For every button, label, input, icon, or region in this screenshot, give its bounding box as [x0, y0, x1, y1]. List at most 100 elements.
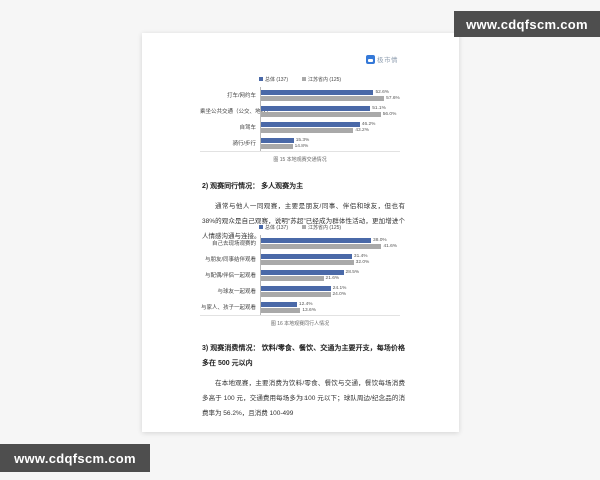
legend-swatch-icon: [258, 225, 263, 229]
chart-plot-area: 打车/网约车 52.6% 57.6% 乘坐公共交通（公交、地铁） 51.1% 56.0% 自…: [200, 87, 400, 152]
bar: [261, 285, 331, 291]
category-label: 与球友一起观看: [217, 289, 256, 295]
bar-value: 24.1%: [332, 285, 347, 291]
bar-group: 24.1% 24.0%: [260, 283, 400, 299]
legend-item: 总体 (137): [258, 223, 288, 231]
legend-swatch-icon: [258, 77, 263, 81]
chart-viewing-companions: 总体 (137) 江苏省内 (125) 自己去现场观赛的 38.0% 41.6% 与朋友/…: [200, 223, 400, 327]
bar-line: 24.0%: [261, 291, 400, 297]
bar: [261, 253, 352, 259]
category-label: 自己去现场观赛的: [211, 241, 256, 247]
bar-line: 32.0%: [261, 259, 400, 265]
bar-line: 46.2%: [261, 121, 400, 127]
legend-label: 江苏省内 (125): [308, 224, 342, 231]
bar-group: 12.4% 13.6%: [260, 299, 400, 315]
bar-line: 52.6%: [261, 89, 400, 95]
bar-line: 21.6%: [261, 275, 400, 281]
bar-value: 43.2%: [355, 127, 369, 133]
category-label: 自驾车: [239, 125, 256, 131]
bar: [261, 121, 360, 127]
watermark-top: www.cdqfscm.com: [454, 11, 600, 37]
bar-group: 51.1% 56.0%: [260, 103, 400, 119]
section-paragraph: 通常与他人一同观赛，主要是朋友/同事、伴侣和球友，但也有 38%的观众是自己观赛…: [202, 203, 405, 240]
section-spending: 3) 观赛消费情况： 饮料/零食、餐饮、交通为主要开支，每场价格多在 500 元…: [202, 341, 405, 421]
legend-item: 江苏省内 (125): [302, 75, 341, 83]
bar: [261, 237, 372, 243]
chart-plot-area: 自己去现场观赛的 38.0% 41.6% 与朋友/同事结伴观看 31.4% 32.0% 与配…: [200, 235, 400, 316]
bar-value: 57.6%: [386, 95, 400, 101]
bar-line: 24.1%: [261, 285, 400, 291]
bar-value: 15.3%: [295, 137, 310, 143]
chart-row: 与家人、孩子一起观看 12.4% 13.6%: [200, 299, 400, 315]
page-number: 17: [300, 396, 307, 402]
category-label: 与家人、孩子一起观看: [200, 305, 256, 311]
bar-group: 38.0% 41.6%: [260, 235, 400, 251]
category-label: 与朋友/同事结伴观看: [204, 257, 256, 263]
category-label: 乘坐公共交通（公交、地铁）: [200, 109, 272, 115]
bar: [261, 291, 331, 297]
bar: [261, 143, 293, 149]
section-heading: 2) 观赛同行情况： 多人观赛为主: [202, 183, 304, 190]
bar: [261, 105, 371, 111]
legend-swatch-icon: [302, 225, 306, 229]
bar-line: 38.0%: [261, 237, 400, 243]
bar-line: 28.5%: [261, 269, 400, 275]
bar-line: 51.1%: [261, 105, 400, 111]
chart-row: 乘坐公共交通（公交、地铁） 51.1% 56.0%: [200, 103, 400, 119]
bar-line: 31.4%: [261, 253, 400, 259]
bar-value: 41.6%: [383, 243, 398, 249]
bar-line: 57.6%: [261, 95, 400, 101]
category-label: 骑行/步行: [232, 141, 256, 147]
legend-label: 江苏省内 (125): [308, 76, 342, 83]
chart-legend: 总体 (137) 江苏省内 (125): [200, 223, 400, 231]
bar: [261, 111, 381, 117]
bar-value: 13.6%: [302, 307, 316, 313]
document-page: 极市情 总体 (137) 江苏省内 (125) 打车/网约车 52.6% 57.6% 乘坐…: [142, 33, 459, 432]
bar: [261, 137, 294, 143]
legend-item: 江苏省内 (125): [302, 223, 341, 231]
chart-row: 自己去现场观赛的 38.0% 41.6%: [200, 235, 400, 251]
bar: [261, 95, 385, 101]
bar-value: 52.6%: [375, 89, 390, 95]
bar: [261, 89, 374, 95]
bar-group: 52.6% 57.6%: [260, 87, 400, 103]
brand-logo-text: 极市情: [377, 57, 398, 64]
category-label: 与配偶/伴侣一起观看: [204, 273, 256, 279]
chart-row: 打车/网约车 52.6% 57.6%: [200, 87, 400, 103]
legend-label: 总体 (137): [264, 224, 288, 231]
bar: [261, 269, 344, 275]
category-label: 打车/网约车: [226, 93, 256, 99]
chart-row: 骑行/步行 15.3% 14.8%: [200, 135, 400, 151]
chart-local-transport: 总体 (137) 江苏省内 (125) 打车/网约车 52.6% 57.6% 乘坐公共交通…: [200, 75, 400, 163]
section-paragraph: 在本地观赛，主要消费为饮料/零食、餐饮与交通，餐饮每场消费多高于 100 元，交…: [202, 380, 405, 417]
bar-value: 32.0%: [355, 259, 370, 265]
bar-value: 21.6%: [325, 275, 340, 281]
section-heading: 3) 观赛消费情况： 饮料/零食、餐饮、交通为主要开支，每场价格多在 500 元…: [202, 345, 405, 367]
watermark-bottom: www.cdqfscm.com: [0, 444, 150, 472]
bar-value: 46.2%: [361, 121, 376, 127]
bar-group: 15.3% 14.8%: [260, 135, 400, 151]
bar: [261, 301, 297, 307]
chart-row: 自驾车 46.2% 43.2%: [200, 119, 400, 135]
bar-line: 13.6%: [261, 307, 400, 313]
bar-value: 28.5%: [345, 269, 360, 275]
section-companions: 2) 观赛同行情况： 多人观赛为主 通常与他人一同观赛，主要是朋友/同事、伴侣和…: [202, 179, 405, 244]
chart-row: 与球友一起观看 24.1% 24.0%: [200, 283, 400, 299]
chart-legend: 总体 (137) 江苏省内 (125): [200, 75, 400, 83]
bar-value: 56.0%: [382, 111, 397, 117]
bar: [261, 127, 354, 133]
bar-line: 15.3%: [261, 137, 400, 143]
bar-value: 14.8%: [294, 143, 309, 149]
bar-value: 51.1%: [372, 105, 386, 111]
brand-logo-icon: [366, 54, 375, 64]
brand-logo: 极市情: [366, 54, 398, 64]
bar-value: 38.0%: [373, 237, 387, 243]
bar-group: 28.5% 21.6%: [260, 267, 400, 283]
legend-swatch-icon: [302, 77, 306, 81]
chart-row: 与朋友/同事结伴观看 31.4% 32.0%: [200, 251, 400, 267]
bar: [261, 259, 354, 265]
chart-caption: 图 15 本地观赛交通情况: [273, 157, 327, 163]
bar-line: 14.8%: [261, 143, 400, 149]
legend-item: 总体 (137): [258, 75, 288, 83]
bar-group: 46.2% 43.2%: [260, 119, 400, 135]
